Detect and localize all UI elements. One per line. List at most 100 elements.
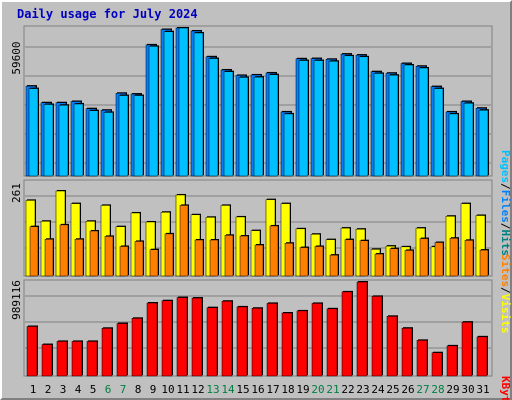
legend-sep: / — [499, 287, 512, 294]
day-label-5: 5 — [90, 383, 97, 396]
kbytes-bar-18 — [281, 312, 293, 377]
day-label-20: 20 — [311, 383, 324, 396]
legend-panel2: Sites/Visits — [499, 254, 512, 334]
kbytes-bar-29 — [446, 345, 458, 377]
kbytes-bar-12 — [191, 297, 203, 377]
kbytes-bar-7 — [116, 323, 128, 377]
panel2-max-label: 261 — [10, 183, 23, 203]
files-bar-29 — [448, 113, 459, 177]
files-bar-7 — [118, 95, 129, 177]
files-bar-30 — [463, 102, 474, 177]
day-label-6: 6 — [105, 383, 112, 396]
sites-bar-17 — [269, 225, 279, 277]
legend-hits: Hits — [499, 230, 512, 257]
kbytes-bar-6 — [101, 328, 113, 377]
files-bar-15 — [238, 77, 249, 177]
files-bar-16 — [253, 76, 264, 177]
sites-bar-26 — [404, 250, 414, 277]
files-bar-17 — [268, 74, 279, 177]
kbytes-bar-15 — [236, 306, 248, 377]
kbytes-bar-2 — [41, 344, 53, 377]
day-label-4: 4 — [75, 383, 82, 396]
sites-bar-13 — [209, 239, 219, 277]
day-label-18: 18 — [281, 383, 294, 396]
legend-files: Files — [499, 190, 512, 223]
kbytes-bar-9 — [146, 302, 158, 377]
kbytes-bar-26 — [401, 327, 413, 377]
files-bar-23 — [358, 56, 369, 177]
day-label-25: 25 — [386, 383, 399, 396]
files-bar-25 — [388, 74, 399, 177]
files-bar-9 — [148, 46, 159, 177]
day-label-16: 16 — [251, 383, 264, 396]
files-bar-13 — [208, 58, 219, 177]
sites-bar-11 — [179, 205, 189, 277]
kbytes-bar-1 — [26, 326, 38, 377]
day-label-27: 27 — [416, 383, 429, 396]
x-axis-day-labels: 1 2 3 4 5 6 7 8 9 10 11 12 13 14 15 16 17 18 19 20 21 22 23 24 2… — [30, 383, 490, 396]
day-label-8: 8 — [135, 383, 142, 396]
files-bar-6 — [103, 112, 114, 177]
sites-bar-15 — [239, 235, 249, 277]
files-bar-11 — [178, 27, 189, 177]
sites-bar-23 — [359, 240, 369, 277]
files-bar-19 — [298, 60, 309, 177]
day-label-29: 29 — [446, 383, 459, 396]
legend-kbytes: KBytes — [499, 376, 512, 400]
sites-bar-1 — [29, 226, 39, 277]
panel3-max-label: 989116 — [10, 280, 23, 320]
sites-bar-7 — [119, 246, 129, 277]
kbytes-bar-28 — [431, 352, 443, 377]
day-label-11: 11 — [176, 383, 189, 396]
files-bar-2 — [43, 104, 54, 177]
files-bar-26 — [403, 64, 414, 177]
kbytes-bar-20 — [311, 303, 323, 377]
day-label-12: 12 — [191, 383, 204, 396]
files-bar-12 — [193, 32, 204, 177]
kbytes-bar-4 — [71, 341, 83, 377]
kbytes-bar-10 — [161, 300, 173, 377]
day-label-2: 2 — [45, 383, 52, 396]
files-bar-3 — [58, 104, 69, 177]
legend-visits: Visits — [499, 294, 512, 334]
day-label-15: 15 — [236, 383, 249, 396]
files-bar-10 — [163, 31, 174, 177]
kbytes-bar-22 — [341, 291, 353, 377]
sites-bar-18 — [284, 242, 294, 277]
day-label-1: 1 — [30, 383, 37, 396]
sites-bar-29 — [449, 237, 459, 277]
sites-bar-30 — [464, 240, 474, 277]
kbytes-bar-17 — [266, 303, 278, 377]
sites-bar-31 — [479, 249, 489, 277]
kbytes-bar-27 — [416, 340, 428, 377]
day-label-21: 21 — [326, 383, 339, 396]
day-label-9: 9 — [150, 383, 157, 396]
files-bar-22 — [343, 55, 354, 177]
sites-bar-12 — [194, 239, 204, 277]
day-label-26: 26 — [401, 383, 414, 396]
sites-bar-27 — [419, 238, 429, 277]
sites-bar-4 — [74, 239, 84, 277]
sites-bar-8 — [134, 241, 144, 277]
files-bar-28 — [433, 88, 444, 177]
files-bar-1 — [28, 88, 39, 177]
day-label-31: 31 — [476, 383, 489, 396]
sites-bar-10 — [164, 233, 174, 277]
kbytes-bar-13 — [206, 307, 218, 377]
day-label-24: 24 — [371, 383, 385, 396]
sites-bar-9 — [149, 249, 159, 277]
sites-bar-6 — [104, 236, 114, 277]
files-bar-27 — [418, 67, 429, 177]
files-bar-5 — [88, 110, 99, 177]
sites-bar-2 — [44, 239, 54, 277]
kbytes-bar-31 — [476, 336, 488, 377]
day-label-19: 19 — [296, 383, 309, 396]
sites-bar-5 — [89, 230, 99, 277]
kbytes-bar-11 — [176, 297, 188, 377]
sites-bar-14 — [224, 235, 234, 277]
day-label-23: 23 — [356, 383, 369, 396]
kbytes-bar-24 — [371, 296, 383, 377]
sites-bar-25 — [389, 248, 399, 277]
legend-sep: / — [499, 183, 512, 190]
